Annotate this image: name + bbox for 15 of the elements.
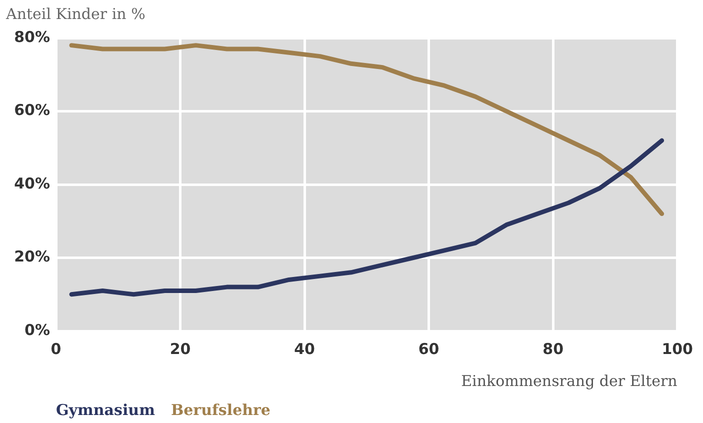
x-tick-label: 0 [50, 340, 62, 358]
text: Berufslehre [170, 401, 270, 419]
y-tick-label: 20% [14, 248, 50, 266]
x-tick-label: 60 [418, 340, 440, 358]
x-axis-title: Einkommensrang der Eltern [461, 372, 678, 390]
y-tick-label: 0% [24, 320, 50, 339]
y-tick-label: 80% [14, 28, 50, 46]
x-tick-label: 40 [294, 340, 315, 358]
text: Gymnasium [56, 401, 155, 419]
y-tick-label: 40% [14, 174, 50, 192]
x-tick-label: 80 [542, 340, 564, 358]
chart-title: Anteil Kinder in % [5, 4, 146, 23]
y-tick-label: 60% [14, 101, 50, 120]
x-tick-label: 20 [170, 340, 191, 358]
x-tick-label: 100 [662, 340, 693, 358]
